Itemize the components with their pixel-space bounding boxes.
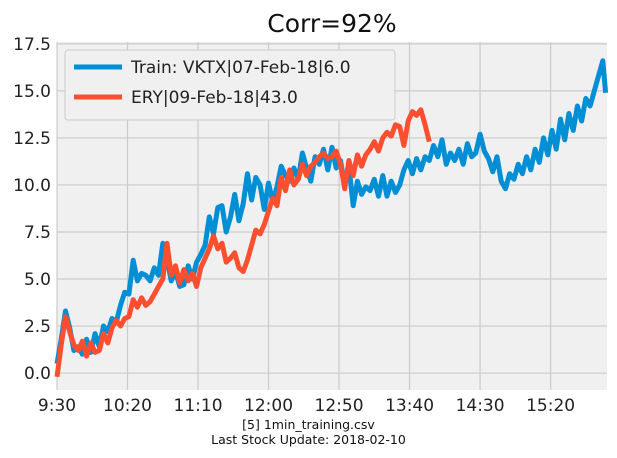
series-layer [54, 58, 609, 378]
legend: Train: VKTX|07-Feb-18|6.0 ERY|09-Feb-18|… [64, 49, 396, 121]
y-tick-label: 2.5 [24, 317, 51, 337]
x-tick-label: 10:20 [103, 396, 152, 416]
y-tick-label: 15.0 [13, 82, 51, 102]
legend-label-train: Train: VKTX|07-Feb-18|6.0 [130, 58, 351, 78]
x-tick-label: 9:30 [38, 396, 76, 416]
y-tick-label: 7.5 [24, 223, 51, 243]
y-tick-label: 0.0 [24, 364, 51, 384]
y-tick-label: 5.0 [24, 270, 51, 290]
x-tick-label: 13:40 [385, 396, 434, 416]
chart-title: Corr=92% [267, 9, 396, 38]
x-tick-label: 11:10 [174, 396, 223, 416]
footer-source: [5] 1min_training.csv [242, 417, 375, 432]
y-tick-label: 17.5 [13, 35, 51, 55]
x-tick-label: 12:00 [244, 396, 293, 416]
x-tick-labels: 9:30 10:20 11:10 12:00 12:50 13:40 14:30 15:20 [38, 396, 575, 416]
x-tick-label: 14:30 [456, 396, 505, 416]
x-tick-label: 12:50 [315, 396, 364, 416]
x-tick-label: 15:20 [526, 396, 575, 416]
footer-last-update: Last Stock Update: 2018-02-10 [211, 432, 406, 447]
legend-box [64, 49, 396, 121]
y-tick-label: 10.0 [13, 176, 51, 196]
y-tick-labels: 0.0 2.5 5.0 7.5 10.0 12.5 15.0 17.5 [13, 35, 51, 384]
series-line-train [54, 58, 609, 365]
legend-label-ery: ERY|09-Feb-18|43.0 [131, 88, 298, 108]
y-tick-label: 12.5 [13, 129, 51, 149]
series-line-ery [54, 107, 432, 378]
